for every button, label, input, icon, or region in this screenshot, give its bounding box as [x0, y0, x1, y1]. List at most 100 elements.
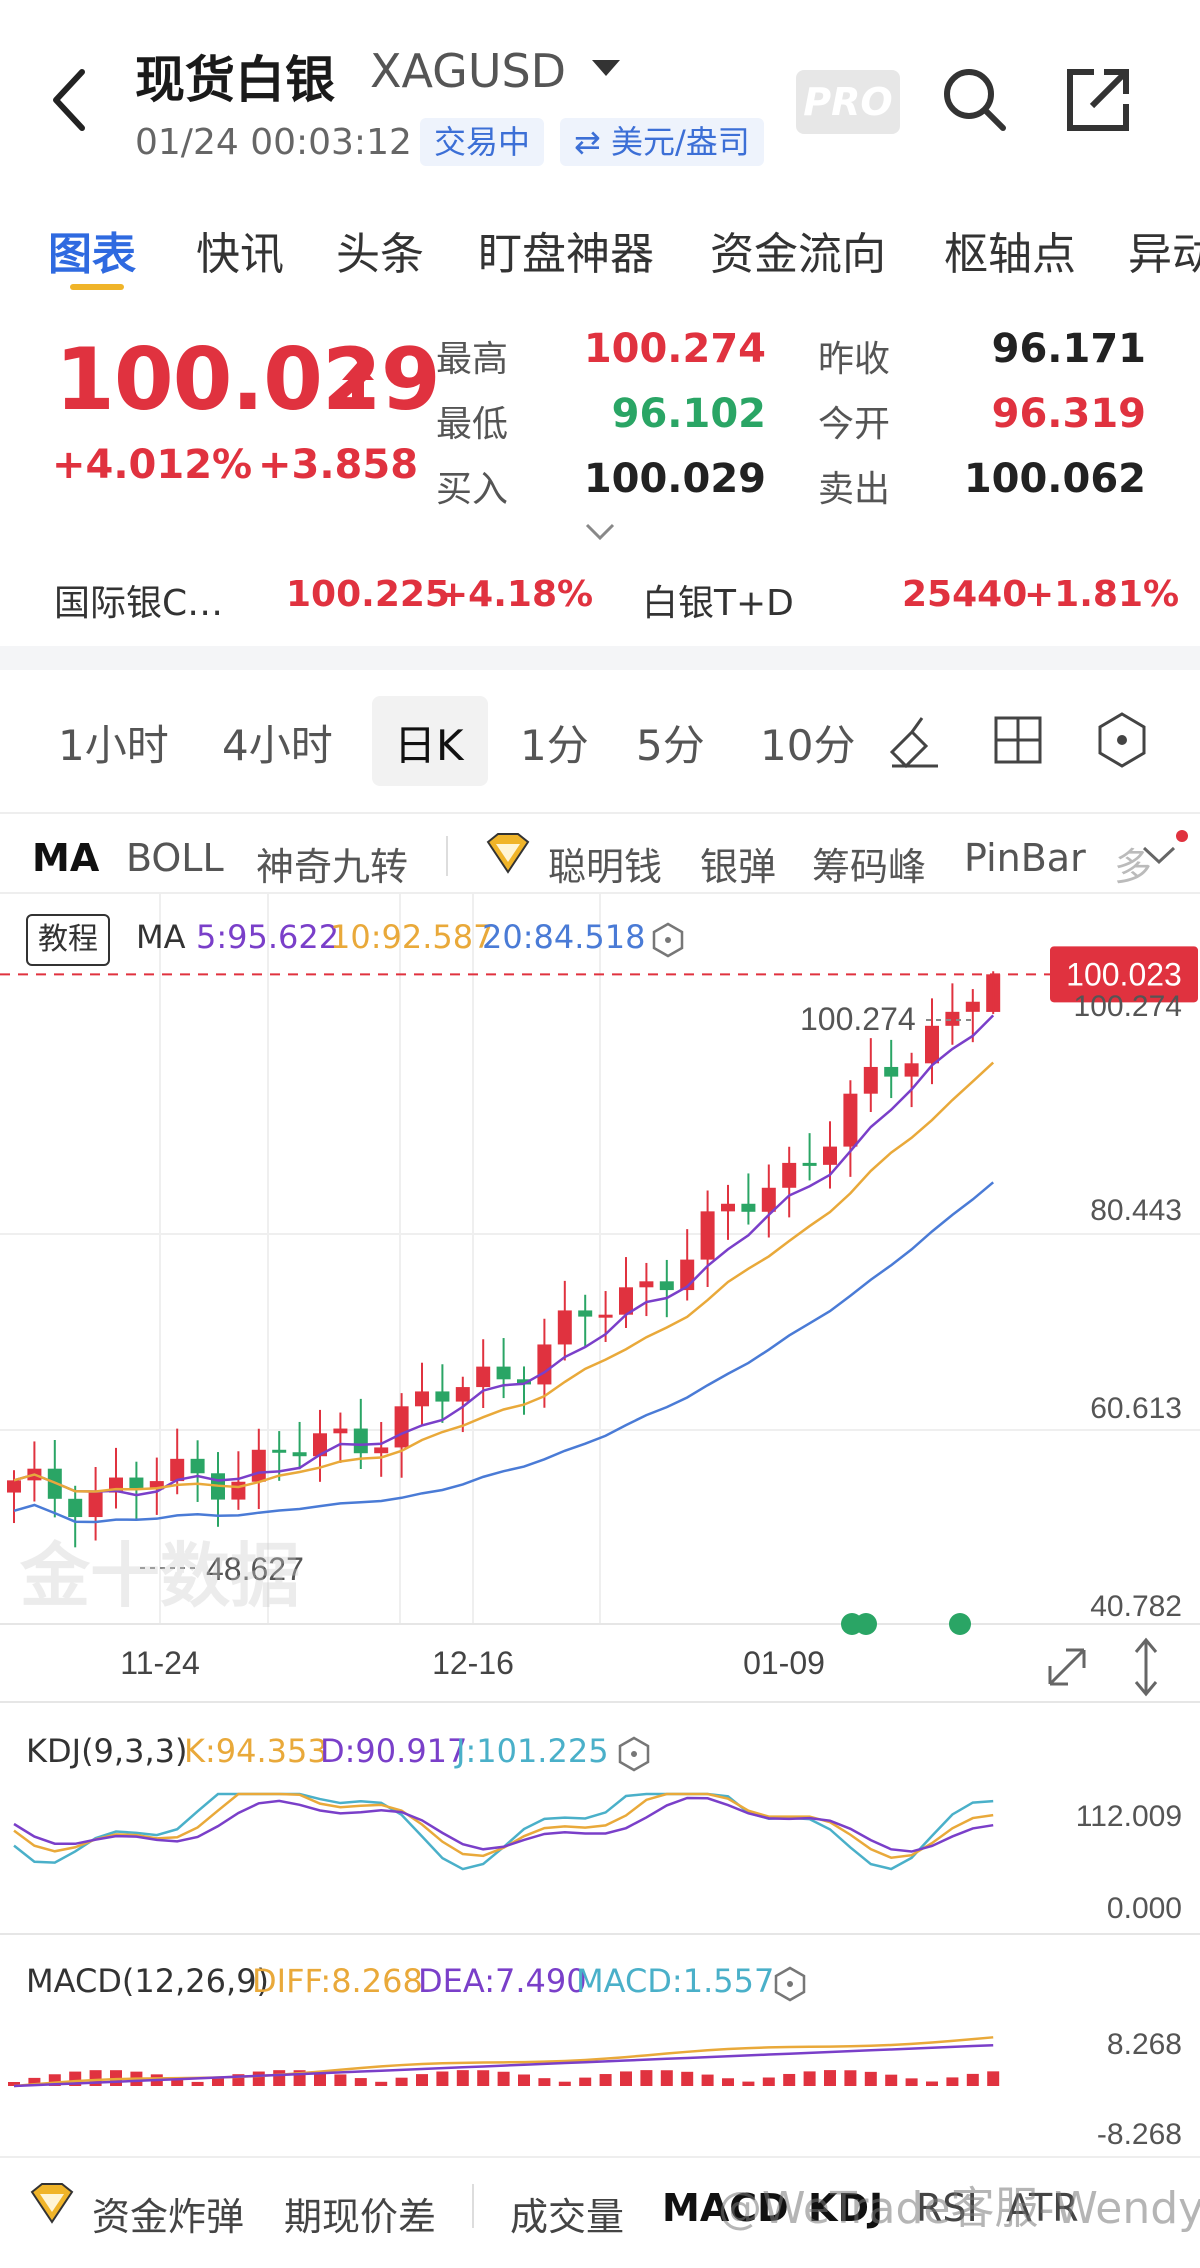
share-external-icon[interactable] — [1058, 60, 1138, 140]
indicator-ma[interactable]: MA — [32, 836, 100, 880]
kdj-d-line — [13, 1796, 994, 1853]
high-label: 最高 — [436, 339, 509, 380]
bottom-macd[interactable]: MACD — [662, 2186, 789, 2230]
macd-histogram-bar — [599, 2074, 612, 2086]
macd-histogram-bar — [864, 2071, 877, 2086]
instrument-symbol-selector[interactable]: XAGUSD — [370, 44, 567, 98]
divider — [0, 812, 1200, 814]
tab-watch-tool[interactable]: 盯盘神器 — [478, 229, 654, 280]
related-name[interactable]: 白银T+D — [642, 583, 794, 624]
tab-fund-flow[interactable]: 资金流向 — [710, 229, 886, 280]
related-change: +1.81% — [1024, 574, 1180, 615]
unit-switch-badge[interactable]: ⇄ 美元/盎司 — [560, 118, 764, 166]
macd-histogram-bar — [497, 2071, 510, 2086]
macd-histogram-bar — [844, 2070, 857, 2086]
candle-body — [496, 1366, 511, 1380]
candle-body — [700, 1211, 715, 1260]
bottom-kdj[interactable]: KDJ — [808, 2186, 884, 2230]
settings-hexagon-icon[interactable] — [1090, 708, 1154, 772]
period-10m[interactable]: 10分 — [760, 721, 856, 770]
x-axis-tick: 12-16 — [432, 1645, 514, 1681]
indicator-td9[interactable]: 神奇九转 — [256, 845, 409, 889]
candle-body — [129, 1477, 144, 1490]
candle-body — [578, 1310, 593, 1317]
related-price: 25440 — [902, 574, 1028, 615]
period-1m[interactable]: 1分 — [520, 721, 589, 770]
period-1h[interactable]: 1小时 — [58, 721, 169, 770]
divider — [0, 892, 1200, 894]
macd-histogram-bar — [987, 2071, 1000, 2086]
candle-body — [313, 1433, 327, 1457]
macd-histogram-bar — [803, 2071, 816, 2086]
current-price-tag: 100.023 — [1066, 956, 1182, 992]
settings-hexagon-icon[interactable] — [614, 1734, 654, 1774]
candle-body — [517, 1379, 531, 1385]
indicator-smart-money[interactable]: 聪明钱 — [548, 845, 663, 889]
indicator-silver-bullet[interactable]: 银弹 — [700, 845, 777, 889]
tab-anomaly[interactable]: 异动 — [1128, 229, 1200, 280]
bottom-atr[interactable]: ATR — [1006, 2186, 1079, 2230]
bottom-basis-spread[interactable]: 期现价差 — [284, 2195, 437, 2239]
macd-histogram-bar — [334, 2074, 347, 2086]
diamond-icon — [486, 833, 530, 874]
macd-histogram-bar — [314, 2071, 326, 2086]
candle-body — [435, 1391, 450, 1402]
indicator-more[interactable]: 多 — [1114, 845, 1150, 889]
related-price: 100.225 — [286, 574, 450, 615]
indicator-pinbar[interactable]: PinBar — [964, 836, 1086, 880]
pro-badge[interactable]: PRO — [796, 70, 900, 134]
candle-body — [68, 1498, 83, 1518]
candle-body — [231, 1481, 246, 1500]
macd-histogram-bar — [416, 2074, 428, 2086]
y-axis-tick: 60.613 — [1090, 1392, 1182, 1425]
bottom-fund-bomb[interactable]: 资金炸弹 — [92, 2195, 245, 2239]
candle-body — [925, 1025, 939, 1064]
vertical-resize-icon[interactable] — [1134, 1637, 1158, 1697]
kdj-y-tick: 112.009 — [1076, 1800, 1182, 1833]
settings-hexagon-icon[interactable] — [648, 920, 688, 960]
ask-label: 卖出 — [818, 469, 891, 510]
candlestick-chart[interactable]: 100.023100.27448.627100.27480.44360.6134… — [0, 894, 1200, 2154]
tutorial-button[interactable]: 教程 — [26, 914, 110, 966]
chevron-down-icon[interactable] — [584, 522, 616, 542]
candle-body — [802, 1162, 817, 1166]
related-name[interactable]: 国际银C… — [54, 583, 224, 624]
macd-histogram-bar — [8, 2082, 20, 2086]
caret-down-icon[interactable] — [592, 60, 620, 76]
bottom-rsi[interactable]: RSI — [916, 2186, 978, 2230]
back-arrow-icon[interactable] — [40, 60, 100, 140]
indicator-chip-peak[interactable]: 筹码峰 — [812, 845, 927, 889]
indicator-boll[interactable]: BOLL — [126, 836, 224, 880]
tab-flash-news[interactable]: 快讯 — [196, 229, 284, 280]
chevron-down-icon[interactable] — [1140, 840, 1178, 870]
candle-body — [884, 1066, 899, 1077]
low-label: 最低 — [436, 404, 509, 445]
y-axis-tick: 80.443 — [1090, 1194, 1182, 1227]
active-period-highlight — [372, 696, 488, 786]
search-icon[interactable] — [935, 60, 1015, 140]
macd-histogram-bar — [456, 2070, 469, 2086]
drawing-pen-icon[interactable] — [882, 708, 946, 772]
candle-body — [476, 1366, 491, 1388]
period-4h[interactable]: 4小时 — [222, 721, 333, 770]
ma10-line — [13, 1061, 995, 1493]
candle-body — [741, 1203, 756, 1212]
tab-headlines[interactable]: 头条 — [336, 229, 424, 280]
layout-grid-icon[interactable] — [986, 708, 1050, 772]
ma20-line — [13, 1181, 995, 1524]
period-daily[interactable]: 日K — [394, 721, 464, 770]
macd-histogram-bar — [477, 2070, 490, 2086]
settings-hexagon-icon[interactable] — [770, 1964, 810, 2004]
macd-histogram-bar — [191, 2081, 204, 2086]
bottom-volume[interactable]: 成交量 — [510, 2195, 625, 2239]
macd-dea-line — [13, 2043, 994, 2088]
open-value: 96.319 — [991, 391, 1146, 437]
macd-histogram-bar — [212, 2077, 224, 2086]
candle-body — [639, 1281, 654, 1288]
macd-y-tick: -8.268 — [1097, 2118, 1182, 2151]
tab-pivot-points[interactable]: 枢轴点 — [944, 229, 1076, 280]
macd-histogram-bar — [436, 2071, 449, 2086]
tab-chart[interactable]: 图表 — [48, 229, 136, 280]
period-5m[interactable]: 5分 — [636, 721, 705, 770]
expand-icon[interactable] — [1048, 1648, 1086, 1686]
